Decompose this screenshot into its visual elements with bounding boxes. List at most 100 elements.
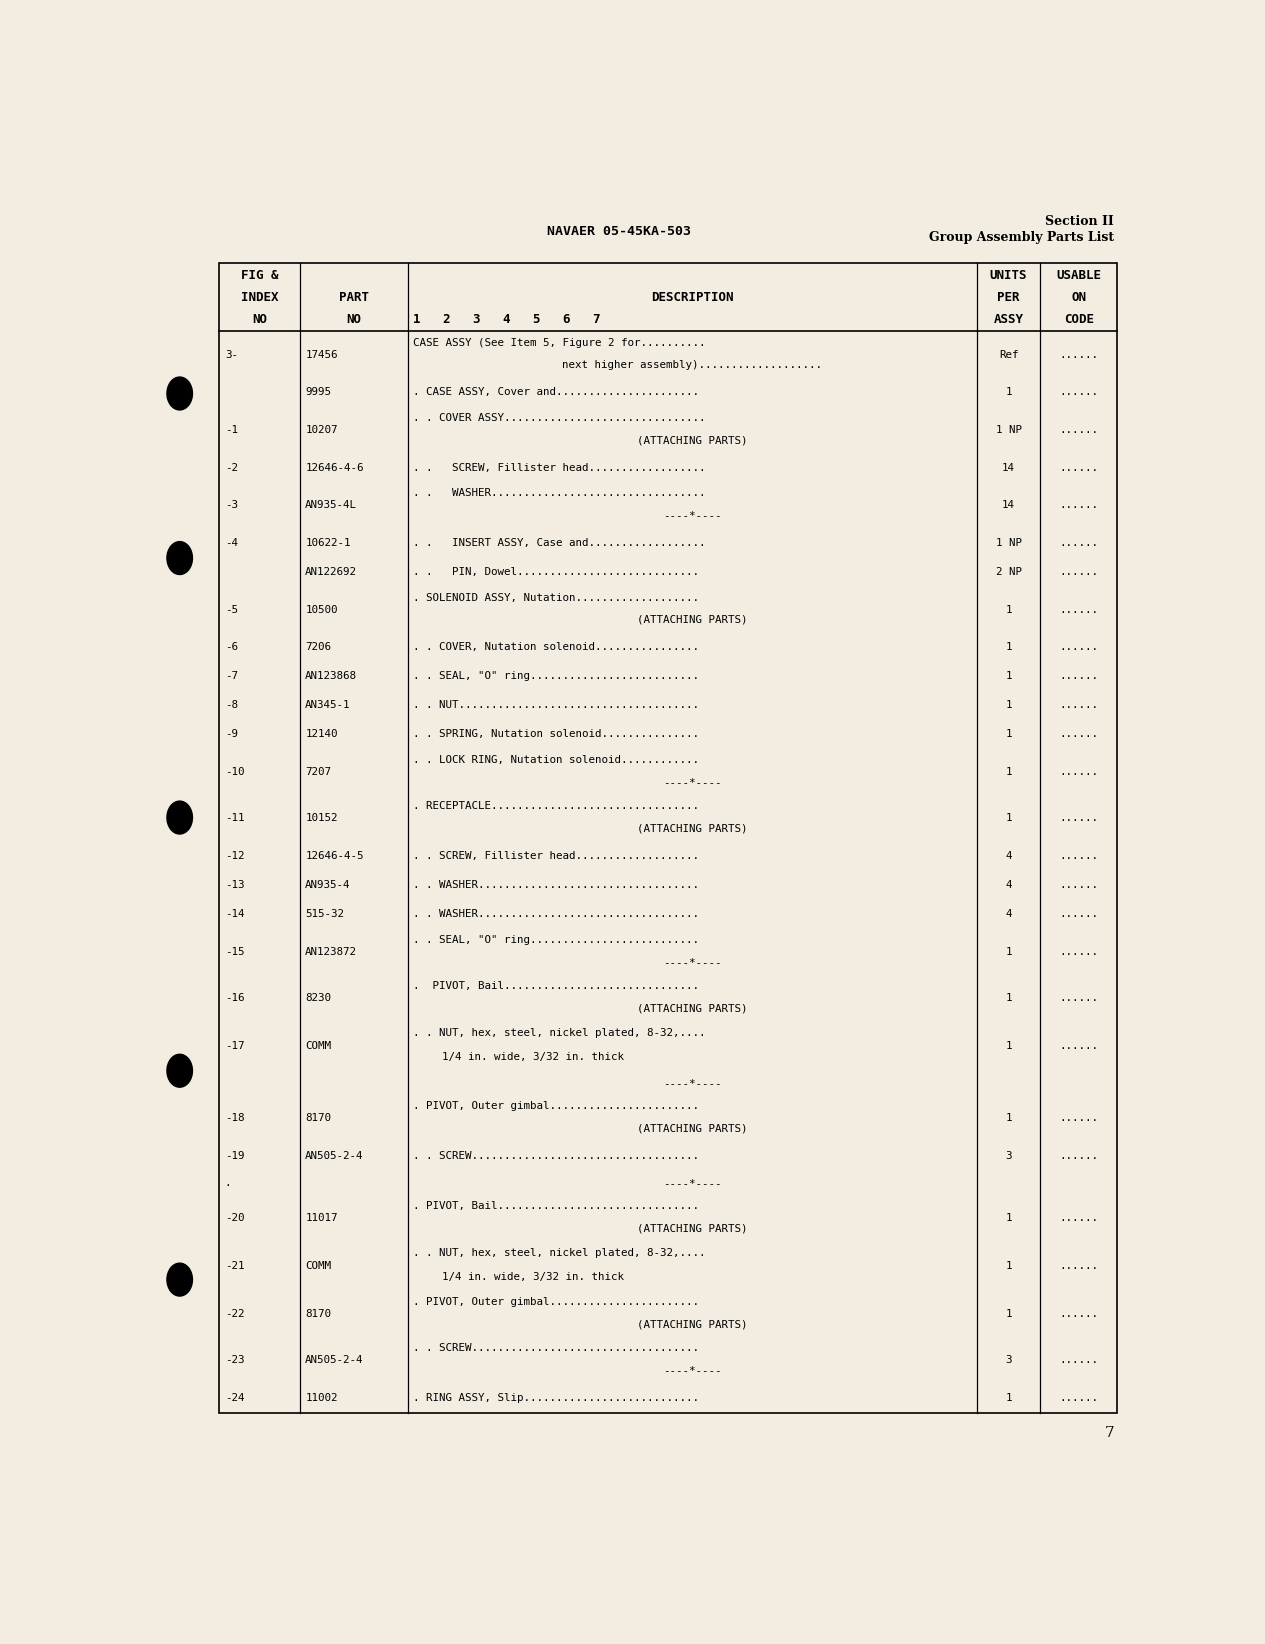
Text: -19: -19 xyxy=(225,1151,244,1161)
Text: . .   WASHER.................................: . . WASHER..............................… xyxy=(412,488,706,498)
Text: 1 NP: 1 NP xyxy=(996,538,1022,547)
Text: 8170: 8170 xyxy=(305,1113,331,1123)
Text: . PIVOT, Bail...............................: . PIVOT, Bail...........................… xyxy=(412,1202,700,1212)
Text: ......: ...... xyxy=(1059,700,1098,710)
Text: ......: ...... xyxy=(1059,1213,1098,1223)
Text: 3: 3 xyxy=(1006,1151,1012,1161)
Text: 8230: 8230 xyxy=(305,993,331,1003)
Text: ......: ...... xyxy=(1059,814,1098,824)
Text: -24: -24 xyxy=(225,1392,244,1402)
Text: ----*----: ----*---- xyxy=(663,957,721,967)
Text: . . SPRING, Nutation solenoid...............: . . SPRING, Nutation solenoid...........… xyxy=(412,730,700,740)
Text: 10152: 10152 xyxy=(305,814,338,824)
Text: Group Assembly Parts List: Group Assembly Parts List xyxy=(929,232,1114,245)
Text: 1: 1 xyxy=(1006,700,1012,710)
Text: 11002: 11002 xyxy=(305,1392,338,1402)
Text: NAVAER 05-45KA-503: NAVAER 05-45KA-503 xyxy=(546,225,691,238)
Text: 10500: 10500 xyxy=(305,605,338,615)
Text: 1: 1 xyxy=(1006,605,1012,615)
Text: 1: 1 xyxy=(1006,671,1012,681)
Text: . . NUT.....................................: . . NUT.................................… xyxy=(412,700,700,710)
Text: NO: NO xyxy=(252,312,267,326)
Text: ......: ...... xyxy=(1059,350,1098,360)
Text: USABLE: USABLE xyxy=(1056,270,1102,281)
Text: -10: -10 xyxy=(225,768,244,778)
Text: . . NUT, hex, steel, nickel plated, 8-32,....: . . NUT, hex, steel, nickel plated, 8-32… xyxy=(412,1248,706,1258)
Text: DESCRIPTION: DESCRIPTION xyxy=(651,291,734,304)
Text: ......: ...... xyxy=(1059,426,1098,436)
Text: 17456: 17456 xyxy=(305,350,338,360)
Text: -18: -18 xyxy=(225,1113,244,1123)
Text: .  PIVOT, Bail..............................: . PIVOT, Bail...........................… xyxy=(412,981,700,991)
Text: -9: -9 xyxy=(225,730,238,740)
Text: 1: 1 xyxy=(1006,947,1012,957)
Text: -11: -11 xyxy=(225,814,244,824)
Text: 7: 7 xyxy=(1104,1425,1114,1440)
Text: AN123872: AN123872 xyxy=(305,947,357,957)
Text: 7207: 7207 xyxy=(305,768,331,778)
Text: . . COVER ASSY...............................: . . COVER ASSY..........................… xyxy=(412,413,706,423)
Text: ASSY: ASSY xyxy=(993,312,1023,326)
Text: -17: -17 xyxy=(225,1041,244,1051)
Text: 9995: 9995 xyxy=(305,388,331,398)
Text: ON: ON xyxy=(1071,291,1087,304)
Text: FIG &: FIG & xyxy=(240,270,278,281)
Text: . . COVER, Nutation solenoid................: . . COVER, Nutation solenoid............… xyxy=(412,643,700,653)
Text: . . SCREW...................................: . . SCREW...............................… xyxy=(412,1343,700,1353)
Text: . . SCREW, Fillister head...................: . . SCREW, Fillister head...............… xyxy=(412,852,700,861)
Text: -4: -4 xyxy=(225,538,238,547)
Text: . PIVOT, Outer gimbal.......................: . PIVOT, Outer gimbal...................… xyxy=(412,1297,700,1307)
Circle shape xyxy=(167,801,192,834)
Text: 11017: 11017 xyxy=(305,1213,338,1223)
Text: ......: ...... xyxy=(1059,1041,1098,1051)
Text: (ATTACHING PARTS): (ATTACHING PARTS) xyxy=(638,1318,748,1330)
Text: . . SCREW...................................: . . SCREW...............................… xyxy=(412,1151,700,1161)
Text: -2: -2 xyxy=(225,462,238,473)
Circle shape xyxy=(167,1263,192,1295)
Text: . CASE ASSY, Cover and......................: . CASE ASSY, Cover and..................… xyxy=(412,388,700,398)
Text: CASE ASSY (See Item 5, Figure 2 for..........: CASE ASSY (See Item 5, Figure 2 for.....… xyxy=(412,337,706,347)
Text: Ref: Ref xyxy=(999,350,1018,360)
Circle shape xyxy=(167,1054,192,1087)
Text: 1: 1 xyxy=(1006,1041,1012,1051)
Text: AN935-4: AN935-4 xyxy=(305,880,350,889)
Text: 1: 1 xyxy=(1006,1113,1012,1123)
Text: -14: -14 xyxy=(225,909,244,919)
Text: 12646-4-6: 12646-4-6 xyxy=(305,462,363,473)
Text: . . NUT, hex, steel, nickel plated, 8-32,....: . . NUT, hex, steel, nickel plated, 8-32… xyxy=(412,1028,706,1037)
Text: ----*----: ----*---- xyxy=(663,1177,721,1189)
Text: . .   INSERT ASSY, Case and..................: . . INSERT ASSY, Case and...............… xyxy=(412,538,706,547)
Text: 1: 1 xyxy=(1006,388,1012,398)
Text: -15: -15 xyxy=(225,947,244,957)
Text: 7206: 7206 xyxy=(305,643,331,653)
Text: 12140: 12140 xyxy=(305,730,338,740)
Text: 1/4 in. wide, 3/32 in. thick: 1/4 in. wide, 3/32 in. thick xyxy=(443,1272,625,1282)
Text: 14: 14 xyxy=(1002,500,1015,510)
Text: -22: -22 xyxy=(225,1309,244,1318)
Text: . . WASHER..................................: . . WASHER..............................… xyxy=(412,909,700,919)
Text: COMM: COMM xyxy=(305,1041,331,1051)
Text: -7: -7 xyxy=(225,671,238,681)
Text: COMM: COMM xyxy=(305,1261,331,1271)
Circle shape xyxy=(167,541,192,574)
Text: -5: -5 xyxy=(225,605,238,615)
Text: -16: -16 xyxy=(225,993,244,1003)
Text: 1 NP: 1 NP xyxy=(996,426,1022,436)
Text: AN505-2-4: AN505-2-4 xyxy=(305,1355,363,1366)
Text: ......: ...... xyxy=(1059,388,1098,398)
Text: 1/4 in. wide, 3/32 in. thick: 1/4 in. wide, 3/32 in. thick xyxy=(443,1052,625,1062)
Text: 8170: 8170 xyxy=(305,1309,331,1318)
Text: AN345-1: AN345-1 xyxy=(305,700,350,710)
Text: ......: ...... xyxy=(1059,538,1098,547)
Text: -6: -6 xyxy=(225,643,238,653)
Text: ......: ...... xyxy=(1059,462,1098,473)
Text: ......: ...... xyxy=(1059,909,1098,919)
Text: . . LOCK RING, Nutation solenoid............: . . LOCK RING, Nutation solenoid........… xyxy=(412,755,700,764)
Text: (ATTACHING PARTS): (ATTACHING PARTS) xyxy=(638,824,748,834)
Text: ----*----: ----*---- xyxy=(663,1366,721,1376)
Text: AN505-2-4: AN505-2-4 xyxy=(305,1151,363,1161)
Text: . . WASHER..................................: . . WASHER..............................… xyxy=(412,880,700,889)
Text: 14: 14 xyxy=(1002,462,1015,473)
Text: UNITS: UNITS xyxy=(989,270,1027,281)
Text: ......: ...... xyxy=(1059,1392,1098,1402)
